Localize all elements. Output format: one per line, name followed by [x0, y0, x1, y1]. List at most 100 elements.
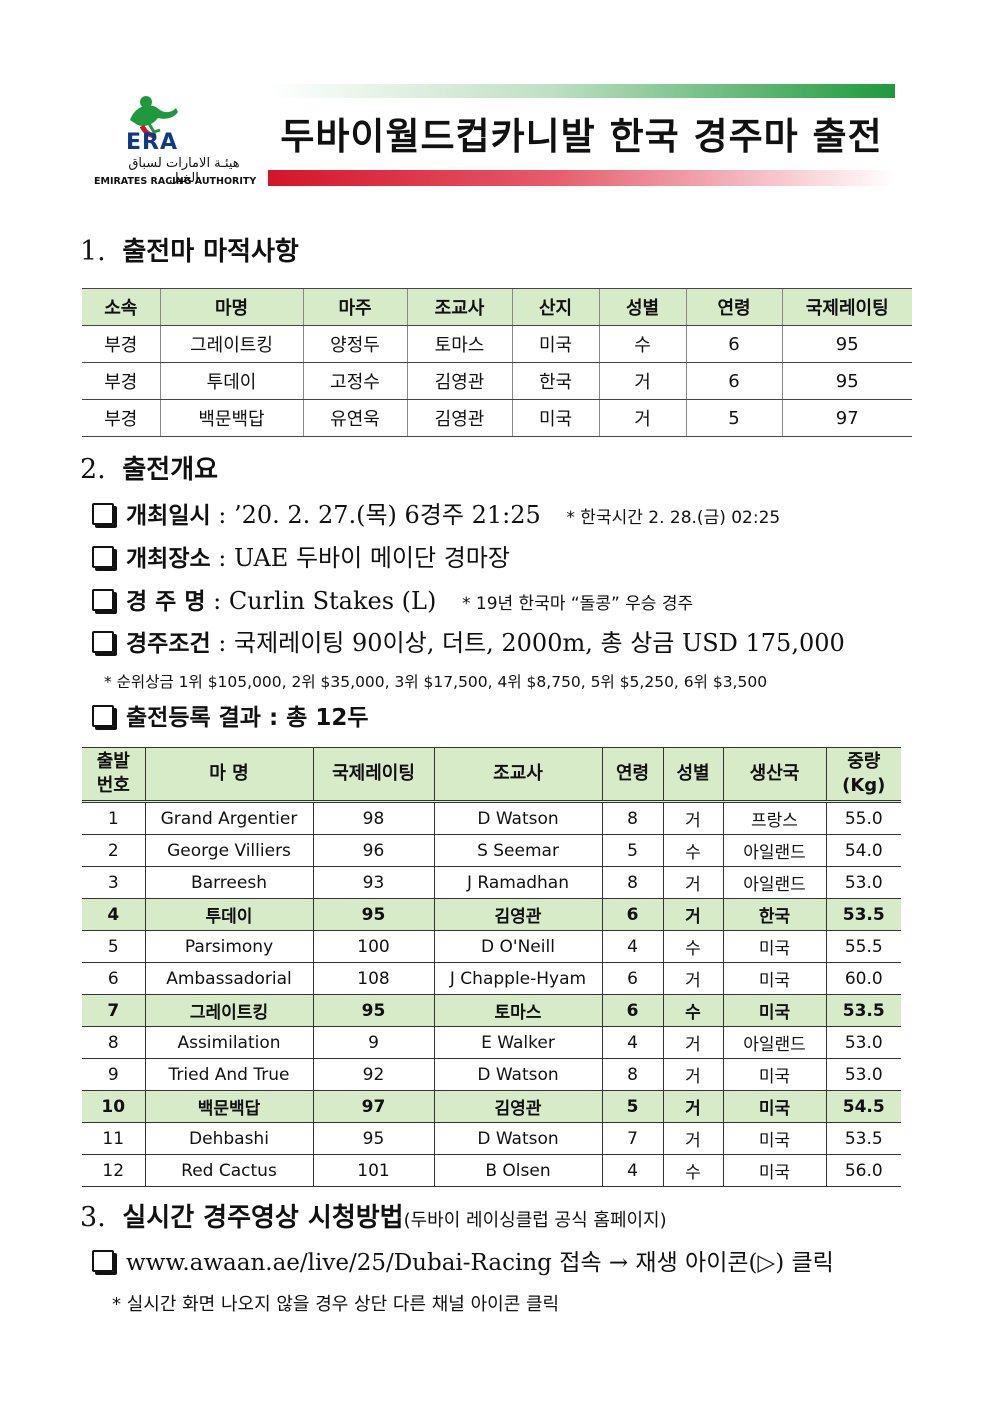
cell-country: 미국 — [722, 962, 826, 995]
cell-age: 8 — [601, 1058, 663, 1091]
table-cell: 토마스 — [406, 325, 512, 363]
column-header: 국제레이팅 — [781, 288, 912, 326]
entry-result-label: 출전등록 결과 : 총 12두 — [126, 705, 369, 731]
cell-sex: 수 — [662, 834, 723, 867]
race-history-note: * 19년 한국마 “돌콩” 우승 경주 — [461, 594, 694, 614]
cell-weight: 53.5 — [825, 1122, 901, 1155]
cell-trainer: D Watson — [433, 801, 602, 835]
live-link-line: www.awaan.ae/live/25/Dubai-Racing 접속 → 재… — [92, 1246, 834, 1280]
cell-rating: 97 — [312, 1090, 434, 1123]
cell-horse-name: Grand Argentier — [144, 801, 313, 835]
cell-trainer: E Walker — [433, 1026, 602, 1059]
cell-country: 미국 — [722, 1122, 826, 1155]
table-row: 10 백문백답 97 김영관 5 거 미국 54.5 — [82, 1090, 901, 1123]
cell-age: 6 — [601, 962, 663, 995]
table-cell: 김영관 — [406, 362, 512, 400]
event-date-label: 개최일시 — [126, 503, 211, 529]
section2-title: 출전개요 — [122, 455, 219, 485]
table-cell: 97 — [781, 399, 912, 437]
cell-rating: 96 — [312, 834, 434, 867]
column-header-horse-name: 마 명 — [144, 747, 313, 803]
page-title: 두바이월드컵카니발 한국 경주마 출전 — [280, 115, 883, 158]
cell-rating: 100 — [312, 930, 434, 963]
cell-weight: 53.5 — [825, 994, 901, 1027]
cell-sex: 거 — [662, 1090, 723, 1123]
cell-trainer: S Seemar — [433, 834, 602, 867]
cell-start-number: 2 — [82, 834, 145, 867]
column-header-rating: 국제레이팅 — [312, 747, 434, 803]
checkbox-icon — [92, 705, 114, 727]
cell-sex: 거 — [662, 1058, 723, 1091]
table-row: 5 Parsimony 100 D O'Neill 4 수 미국 55.5 — [82, 930, 901, 963]
cell-country: 미국 — [722, 1090, 826, 1123]
cell-trainer: J Ramadhan — [433, 866, 602, 899]
table-cell: 거 — [598, 362, 686, 400]
table-cell: 양정두 — [302, 325, 407, 363]
column-header-start-number: 출발 번호 — [82, 747, 145, 803]
cell-sex: 거 — [662, 1122, 723, 1155]
table-row: 3 Barreesh 93 J Ramadhan 8 거 아일랜드 53.0 — [82, 866, 901, 899]
section1-title: 출전마 마적사항 — [122, 237, 299, 267]
cell-rating: 95 — [312, 898, 434, 931]
cell-horse-name: Tried And True — [144, 1058, 313, 1091]
separator: : — [210, 501, 234, 529]
checkbox-icon — [92, 631, 114, 653]
table-cell: 김영관 — [406, 399, 512, 437]
table-cell: 한국 — [511, 362, 599, 400]
column-header-sex: 성별 — [662, 747, 723, 803]
cell-weight: 53.0 — [825, 1058, 901, 1091]
cell-horse-name: Dehbashi — [144, 1122, 313, 1155]
live-stream-link[interactable]: www.awaan.ae/live/25/Dubai-Racing 접속 → 재… — [126, 1250, 834, 1276]
cell-country: 미국 — [722, 1154, 826, 1187]
cell-sex: 거 — [662, 898, 723, 931]
cell-country: 아일랜드 — [722, 1026, 826, 1059]
live-stream-note: * 실시간 화면 나오지 않을 경우 상단 다른 채널 아이콘 클릭 — [112, 1294, 560, 1315]
cell-country: 한국 — [722, 898, 826, 931]
cell-start-number: 9 — [82, 1058, 145, 1091]
cell-sex: 거 — [662, 801, 723, 835]
cell-rating: 92 — [312, 1058, 434, 1091]
cell-start-number: 1 — [82, 801, 145, 835]
table-cell: 부경 — [82, 362, 160, 400]
column-header: 소속 — [82, 288, 160, 326]
cell-rating: 95 — [312, 1122, 434, 1155]
cell-weight: 54.5 — [825, 1090, 901, 1123]
cell-horse-name: Barreesh — [144, 866, 313, 899]
cell-horse-name: 백문백답 — [144, 1090, 313, 1123]
cell-start-number: 11 — [82, 1122, 145, 1155]
table-header-row: 소속 마명 마주 조교사 산지 성별 연령 국제레이팅 — [82, 288, 912, 326]
cell-horse-name: Assimilation — [144, 1026, 313, 1059]
column-header-weight: 중량 (Kg) — [825, 747, 901, 803]
race-name-label: 경 주 명 — [126, 589, 206, 615]
table-cell: 고정수 — [302, 362, 407, 400]
cell-sex: 거 — [662, 866, 723, 899]
race-name-value: Curlin Stakes (L) — [228, 587, 437, 615]
logo-org-name: EMIRATES RACING AUTHORITY — [94, 176, 257, 187]
cell-trainer: D Watson — [433, 1058, 602, 1091]
cell-start-number: 6 — [82, 962, 145, 995]
cell-rating: 101 — [312, 1154, 434, 1187]
column-header-age: 연령 — [601, 747, 663, 803]
table-row: 9 Tried And True 92 D Watson 8 거 미국 53.0 — [82, 1058, 901, 1091]
column-header: 연령 — [685, 288, 782, 326]
cell-sex: 거 — [662, 1026, 723, 1059]
section1-heading: 1. 출전마 마적사항 — [80, 234, 299, 270]
horse-info-table: 소속 마명 마주 조교사 산지 성별 연령 국제레이팅 부경 그레이트킹 양정두… — [82, 288, 912, 437]
cell-trainer: 토마스 — [433, 994, 602, 1027]
cell-age: 7 — [601, 1122, 663, 1155]
cell-weight: 54.0 — [825, 834, 901, 867]
column-header-country: 생산국 — [722, 747, 826, 803]
table-cell: 투데이 — [159, 362, 303, 400]
column-header: 성별 — [598, 288, 686, 326]
cell-trainer: 김영관 — [433, 898, 602, 931]
cell-sex: 수 — [662, 994, 723, 1027]
table-cell: 6 — [685, 362, 782, 400]
section2-heading: 2. 출전개요 — [80, 452, 218, 488]
cell-rating: 108 — [312, 962, 434, 995]
horse-rider-icon — [130, 96, 178, 139]
cell-weight: 53.0 — [825, 1026, 901, 1059]
era-logo: ERA هيئـة الامارات لسباق الخيل EMIRATES … — [86, 92, 256, 192]
cell-horse-name: Parsimony — [144, 930, 313, 963]
separator: : — [205, 587, 229, 615]
race-conditions-label: 경주조건 — [126, 631, 211, 657]
